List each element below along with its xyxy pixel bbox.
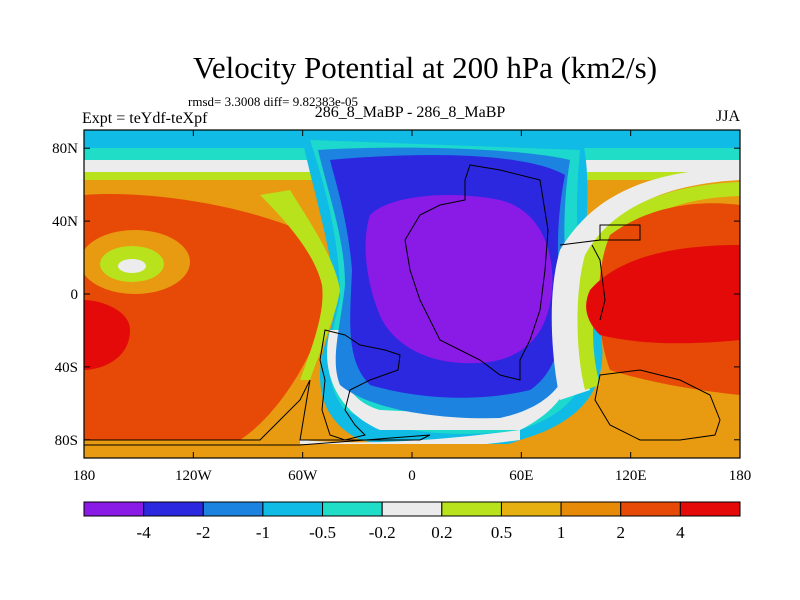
contour-field xyxy=(84,130,740,458)
contour-left-red xyxy=(84,300,130,370)
colorbar-label: 0.5 xyxy=(491,523,512,542)
colorbar-swatch xyxy=(322,501,383,517)
contour-center-purple xyxy=(365,195,553,364)
colorbar-label: -4 xyxy=(137,523,152,542)
y-tick-label: 80S xyxy=(55,433,78,449)
y-tick-label: 40S xyxy=(55,360,78,376)
coastline-antarctica xyxy=(84,379,431,446)
colorbar-swatch xyxy=(620,501,681,517)
chart-title: Velocity Potential at 200 hPa (km2/s) xyxy=(192,50,658,85)
x-tick-label: 180 xyxy=(73,468,96,484)
x-tick-label: 180 xyxy=(729,468,752,484)
colorbar-swatch xyxy=(500,501,562,517)
colorbar-label: -1 xyxy=(256,523,270,542)
coastline-australia xyxy=(594,369,721,441)
y-tick-label: 0 xyxy=(71,287,79,303)
coastline-africa-eurasia xyxy=(404,164,549,381)
stats-label: rmsd= 3.3008 diff= 9.82383e-05 xyxy=(188,94,359,109)
colorbar-label: 0.2 xyxy=(431,523,452,542)
y-ticks: 80N 40N 0 40S 80S xyxy=(52,141,740,449)
coastline-asia xyxy=(559,224,641,321)
contour-left-white-blob xyxy=(118,259,146,273)
season-label: JJA xyxy=(715,108,740,125)
x-tick-label: 120E xyxy=(615,468,647,484)
colorbar-swatch xyxy=(679,501,741,517)
colorbar-label: 2 xyxy=(616,523,625,542)
colorbar-label: 1 xyxy=(557,523,566,542)
colorbar-label: -2 xyxy=(196,523,210,542)
colorbar-label: -0.2 xyxy=(369,523,396,542)
colorbar-swatch xyxy=(83,501,145,517)
colorbar-label: -0.5 xyxy=(309,523,336,542)
colorbar: -4 -2 -1 -0.5 -0.2 0.2 0.5 1 2 4 xyxy=(83,501,741,542)
contour-left-edge-yellow xyxy=(260,190,340,380)
colorbar-label: 4 xyxy=(676,523,685,542)
colorbar-swatch xyxy=(441,501,502,517)
colorbar-swatch xyxy=(381,501,443,517)
colorbar-swatch xyxy=(143,501,204,517)
x-tick-label: 60E xyxy=(509,468,533,484)
x-tick-label: 0 xyxy=(408,468,416,484)
y-tick-label: 40N xyxy=(52,214,78,230)
colorbar-swatch xyxy=(262,501,324,517)
coastline-south-america xyxy=(319,329,401,441)
contour-right-red xyxy=(586,245,740,344)
contour-south-strip xyxy=(84,444,740,458)
x-tick-label: 120W xyxy=(175,468,213,484)
colorbar-swatch xyxy=(202,501,264,517)
x-tick-label: 60W xyxy=(288,468,318,484)
y-tick-label: 80N xyxy=(52,141,78,157)
x-ticks: 180 120W 60W 0 60E 120E 180 xyxy=(73,130,752,484)
runs-label: 286_8_MaBP - 286_8_MaBP xyxy=(314,104,506,121)
coastlines xyxy=(84,164,721,446)
colorbar-swatch xyxy=(560,501,622,517)
experiment-label: Expt = teYdf-teXpf xyxy=(82,110,208,127)
contour-right-white xyxy=(551,168,740,400)
